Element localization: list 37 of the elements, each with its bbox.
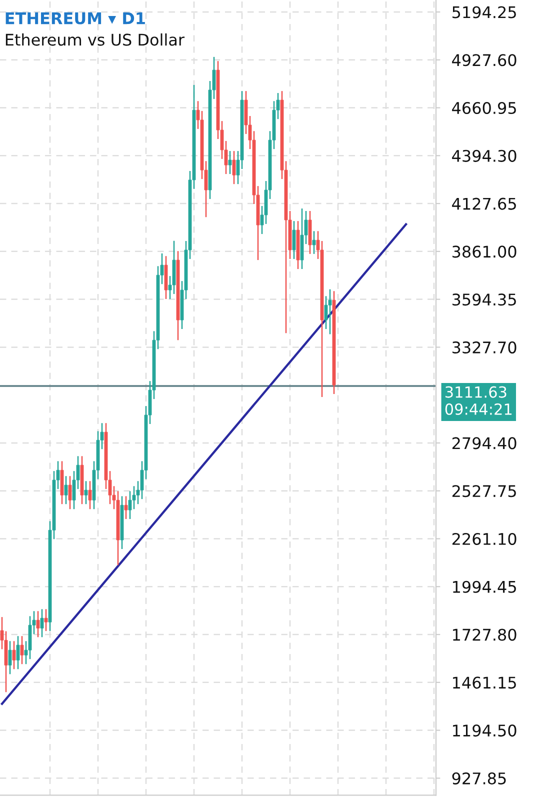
y-tick-label: 4127.65 [452, 198, 516, 210]
y-tick-label: 1194.50 [453, 724, 516, 737]
candlestick [312, 230, 316, 255]
candlestick [232, 150, 236, 185]
candlestick [228, 150, 232, 175]
candlestick [36, 610, 40, 638]
y-tick-label: 4394.30 [452, 150, 516, 162]
candlestick [20, 635, 24, 665]
ref-line-label: 3111.63 [446, 386, 506, 398]
y-tick-label: 1461.15 [453, 676, 516, 689]
candlestick [12, 640, 16, 670]
candlestick [40, 608, 44, 638]
y-tick-label: 1994.45 [453, 580, 516, 593]
candlestick [84, 480, 88, 505]
text: 09:44:21 [445, 403, 512, 415]
y-tick-label: 927.85 [452, 772, 506, 784]
candlestick [292, 220, 296, 260]
candlestick [88, 480, 92, 510]
y-tick-label: 3594.35 [452, 294, 516, 306]
y-tick-label: 4660.95 [452, 102, 516, 114]
y-tick-label: 3861.00 [452, 246, 516, 258]
candlestick [68, 475, 72, 510]
text: ETHEREUM ▾ D1 [6, 12, 145, 24]
y-tick-label: 4927.60 [452, 54, 516, 66]
candlestick [16, 635, 20, 670]
candlestick [44, 608, 48, 632]
y-tick-label: 2794.40 [452, 437, 516, 450]
candlestick [8, 640, 12, 675]
y-tick-label: 5194.25 [452, 6, 516, 18]
y-tick-label: 2261.10 [452, 532, 516, 546]
y-tick-label: 2527.75 [452, 485, 516, 498]
candlestick [328, 288, 332, 335]
text: Ethereum vs US Dollar [6, 33, 185, 46]
candlestick [124, 496, 128, 520]
y-tick-label: 3327.70 [452, 341, 516, 354]
candlestick [64, 475, 68, 505]
y-tick-label: 1727.80 [453, 628, 516, 641]
